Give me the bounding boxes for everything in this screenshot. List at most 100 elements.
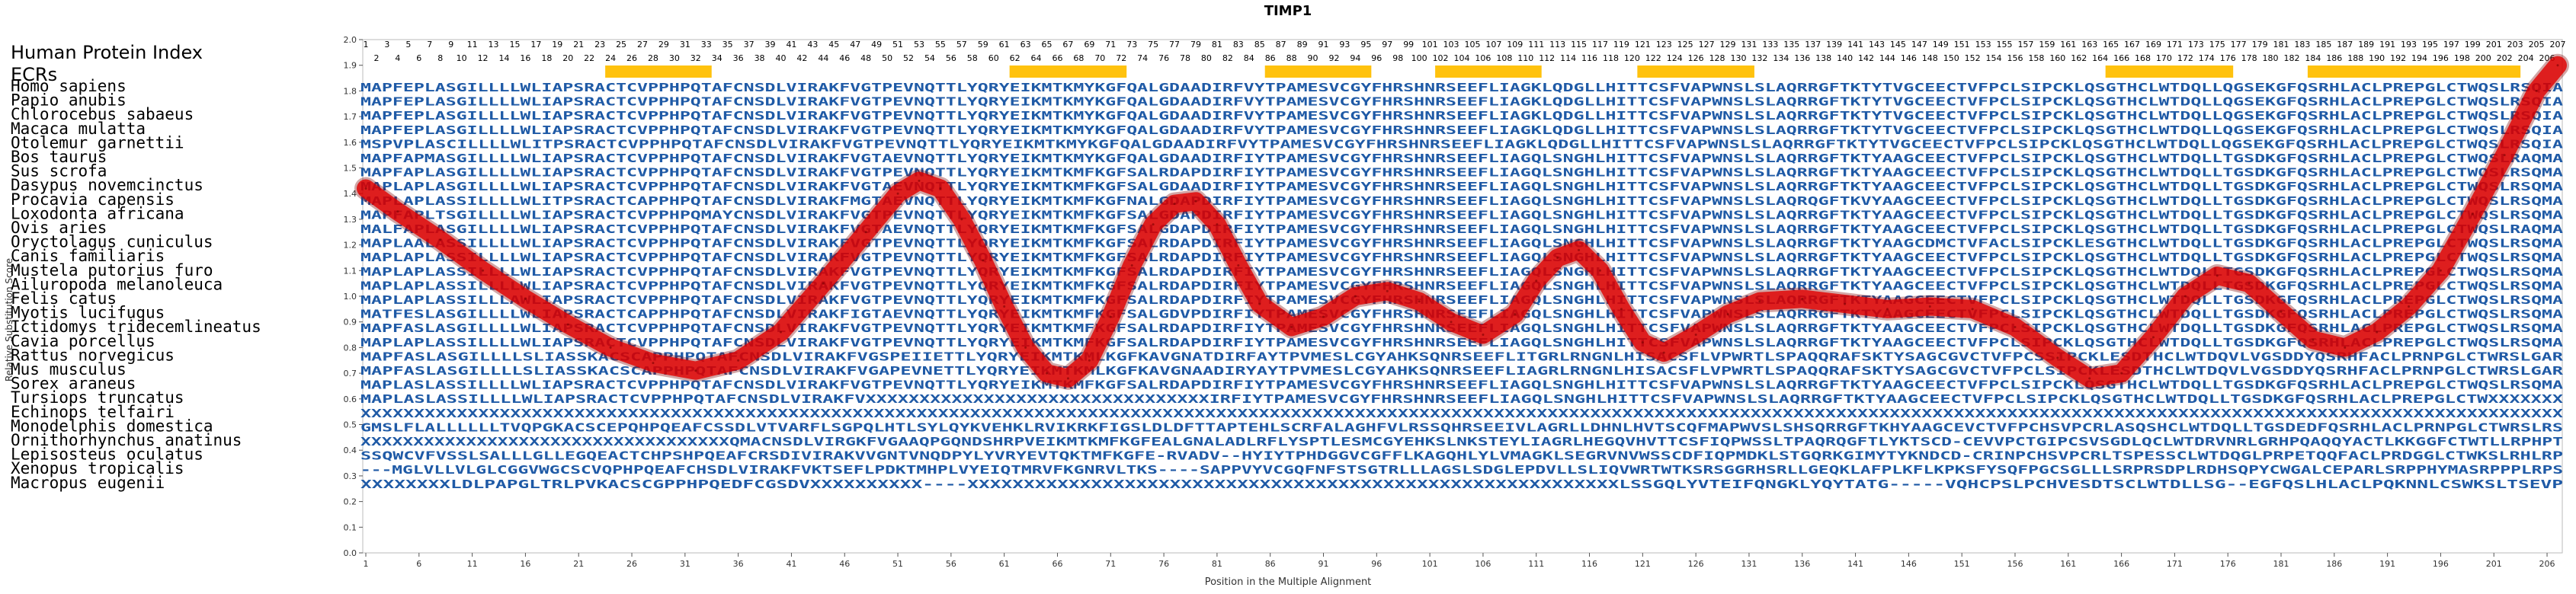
x-tick-label: 186 xyxy=(2326,559,2342,569)
index-number-even: 140 xyxy=(1837,53,1853,63)
score-point xyxy=(1535,279,1538,283)
x-tick-label: 91 xyxy=(1318,559,1329,569)
index-number-odd: 99 xyxy=(1403,40,1414,50)
x-tick-label: 111 xyxy=(1528,559,1544,569)
index-number-odd: 153 xyxy=(1975,40,1991,50)
index-number-even: 2 xyxy=(373,53,379,63)
index-number-even: 166 xyxy=(2113,53,2129,63)
index-number-odd: 143 xyxy=(1869,40,1885,50)
score-point xyxy=(482,269,485,272)
index-number-odd: 1 xyxy=(364,40,369,50)
x-tick-label: 96 xyxy=(1371,559,1382,569)
index-number-odd: 31 xyxy=(680,40,690,50)
score-point xyxy=(2088,377,2091,380)
ecr-bar xyxy=(1264,65,1372,78)
species-name: Cavia porcellus xyxy=(11,332,155,350)
score-point xyxy=(1024,346,1027,349)
score-point xyxy=(566,323,569,326)
score-point xyxy=(1620,308,1623,311)
index-number-odd: 121 xyxy=(1635,40,1651,50)
index-number-even: 164 xyxy=(2092,53,2108,63)
index-number-odd: 117 xyxy=(1592,40,1608,50)
index-number-odd: 33 xyxy=(701,40,712,50)
score-point xyxy=(2439,269,2442,272)
score-point xyxy=(1482,334,1485,337)
index-number-even: 16 xyxy=(520,53,530,63)
species-sequence: MAPLAPLASSILLLLWLITPSRACTCAPPHPQTAFCNSDL… xyxy=(360,194,2563,208)
score-point xyxy=(1450,321,1453,324)
x-tick-label: 11 xyxy=(467,559,478,569)
index-number-odd: 19 xyxy=(552,40,562,50)
x-tick-label: 66 xyxy=(1052,559,1062,569)
score-point xyxy=(2535,89,2538,92)
index-number-even: 52 xyxy=(903,53,914,63)
index-number-even: 100 xyxy=(1411,53,1427,63)
score-point xyxy=(779,331,782,334)
species-sequence: MAPFASLASGILLLLSLIASSKACSCAPPHPQTAFCNSDL… xyxy=(360,364,2564,378)
score-point xyxy=(918,179,921,182)
species-name: Canis familiaris xyxy=(11,247,165,265)
index-number-odd: 85 xyxy=(1254,40,1265,50)
y-tick-label: 1.4 xyxy=(344,189,357,199)
score-line xyxy=(357,56,2567,388)
index-number-even: 144 xyxy=(1879,53,1895,63)
score-point xyxy=(1694,334,1697,337)
index-number-even: 182 xyxy=(2283,53,2299,63)
index-number-odd: 173 xyxy=(2188,40,2204,50)
score-point xyxy=(1237,264,1240,267)
index-number-even: 4 xyxy=(395,53,400,63)
x-tick-label: 56 xyxy=(946,559,956,569)
index-number-odd: 61 xyxy=(999,40,1010,50)
score-point xyxy=(1971,308,1974,311)
species-name: Bos taurus xyxy=(11,148,107,166)
score-point xyxy=(524,297,527,300)
index-number-even: 196 xyxy=(2433,53,2449,63)
index-number-odd: 3 xyxy=(384,40,389,50)
index-number-odd: 5 xyxy=(405,40,411,50)
y-tick-label: 0.6 xyxy=(344,394,357,404)
index-number-even: 44 xyxy=(818,53,828,63)
species-sequence: GMSLFLALLLLLLTVQPGKACSCEPQHPQEAFCSSDLVTV… xyxy=(360,420,2563,434)
index-number-odd: 49 xyxy=(871,40,882,50)
species-sequence: MAPLAPLASSILLLLWLIAPSRACTCVPPHPQTAFCNSDL… xyxy=(360,251,2563,264)
index-number-odd: 77 xyxy=(1169,40,1180,50)
index-number-even: 66 xyxy=(1052,53,1062,63)
score-point xyxy=(1556,256,1559,259)
index-number-odd: 83 xyxy=(1233,40,1244,50)
species-sequence: MAPFEPLASGILLLLWLIAPSRACTCVPPHPQTAFCNSDL… xyxy=(360,95,2563,109)
species-name: Echinops telfairi xyxy=(11,403,175,421)
index-number-even: 160 xyxy=(2049,53,2065,63)
index-number-odd: 81 xyxy=(1212,40,1222,50)
x-tick-label: 176 xyxy=(2220,559,2236,569)
species-name: Mustela putorius furo xyxy=(11,261,213,279)
index-number-odd: 171 xyxy=(2167,40,2183,50)
index-number-odd: 145 xyxy=(1890,40,1906,50)
score-point xyxy=(822,282,825,285)
index-number-even: 108 xyxy=(1496,53,1512,63)
index-number-odd: 7 xyxy=(427,40,432,50)
y-axis-label: Relative Substitution Score xyxy=(4,258,14,382)
index-number-even: 102 xyxy=(1433,53,1449,63)
index-number-odd: 45 xyxy=(828,40,839,50)
index-number-even: 136 xyxy=(1794,53,1810,63)
species-sequence: MAPFAPMASGILLLLWLIAPSRACTCVPPHPQTAFCNSDL… xyxy=(360,152,2563,165)
index-number-even: 42 xyxy=(796,53,807,63)
index-number-even: 178 xyxy=(2241,53,2257,63)
score-point xyxy=(1290,325,1293,328)
index-number-even: 46 xyxy=(839,53,850,63)
index-number-odd: 89 xyxy=(1297,40,1308,50)
index-number-odd: 13 xyxy=(489,40,499,50)
index-number-odd: 91 xyxy=(1318,40,1329,50)
score-point xyxy=(1130,264,1133,267)
score-point xyxy=(2408,305,2411,308)
y-tick-label: 0.1 xyxy=(344,522,357,532)
index-number-odd: 137 xyxy=(1805,40,1821,50)
index-number-odd: 131 xyxy=(1741,40,1757,50)
score-point xyxy=(439,238,442,241)
index-number-even: 76 xyxy=(1158,53,1169,63)
index-number-even: 132 xyxy=(1751,53,1767,63)
score-point xyxy=(1046,372,1049,375)
x-tick-label: 146 xyxy=(1901,559,1917,569)
index-number-even: 70 xyxy=(1094,53,1105,63)
index-number-even: 24 xyxy=(605,53,616,63)
